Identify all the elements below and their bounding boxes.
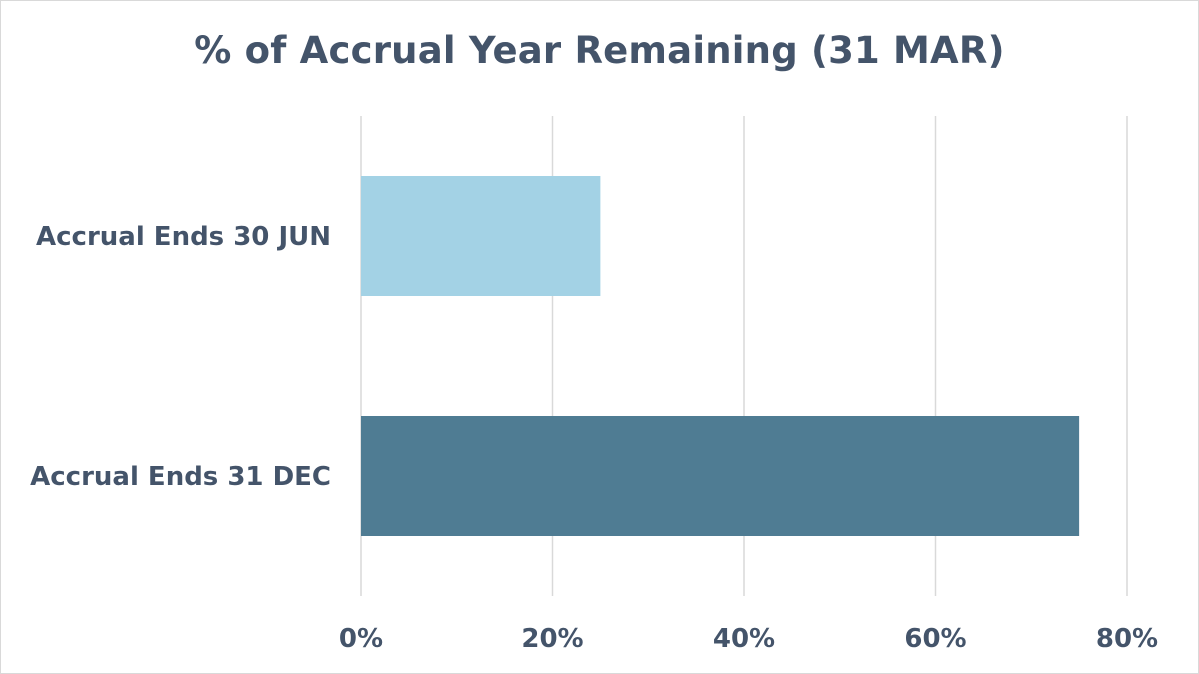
bars — [361, 176, 1080, 536]
x-tick-label: 0% — [339, 624, 383, 654]
x-axis-tick-labels: 0% 20% 40% 60% 80% — [339, 624, 1158, 654]
bar — [361, 176, 601, 296]
category-label: Accrual Ends 30 JUN — [36, 222, 331, 252]
category-labels: Accrual Ends 30 JUN Accrual Ends 31 DEC — [30, 222, 331, 492]
x-tick-label: 40% — [713, 624, 775, 654]
chart-title: % of Accrual Year Remaining (31 MAR) — [194, 29, 1005, 72]
bar — [361, 416, 1080, 536]
x-tick-label: 20% — [521, 624, 583, 654]
x-tick-label: 80% — [1096, 624, 1158, 654]
category-label: Accrual Ends 31 DEC — [30, 462, 331, 492]
x-tick-label: 60% — [904, 624, 966, 654]
